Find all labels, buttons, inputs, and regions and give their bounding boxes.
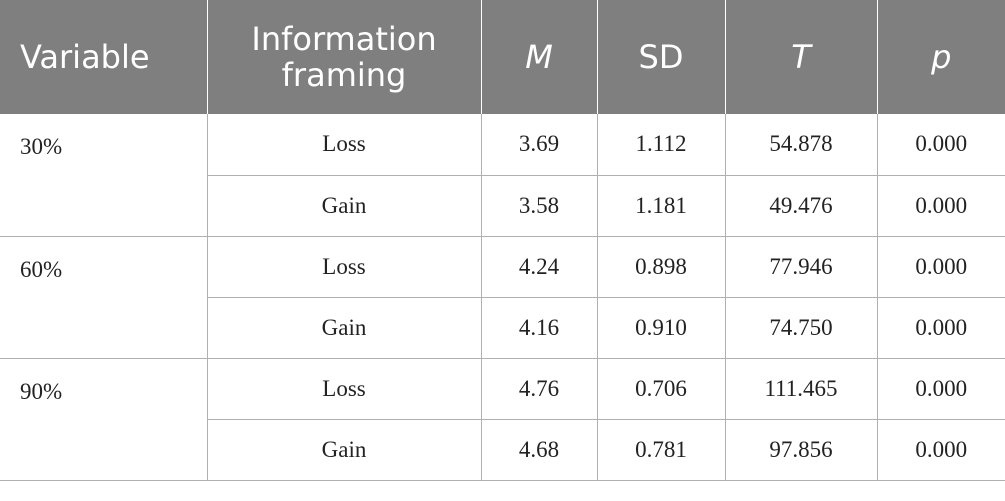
header-row: Variable Information framing M SD T p <box>0 0 1005 114</box>
mean-cell: 3.69 <box>480 114 597 176</box>
header-mean: M <box>480 0 597 114</box>
framing-cell: Loss <box>206 358 481 420</box>
header-sd: SD <box>596 0 725 114</box>
t-cell: 54.878 <box>724 114 877 176</box>
mean-cell: 4.76 <box>480 358 597 420</box>
sd-cell: 0.910 <box>596 297 725 359</box>
sd-cell: 0.706 <box>596 358 725 420</box>
table-header: Variable Information framing M SD T p <box>0 0 1005 114</box>
sd-cell: 0.781 <box>596 419 725 481</box>
table-row: Gain 3.58 1.181 49.476 0.000 <box>0 175 1005 237</box>
p-cell: 0.000 <box>876 236 1005 298</box>
variable-cell: 30% <box>0 114 207 237</box>
header-p: p <box>876 0 1005 114</box>
table-row: Gain 4.16 0.910 74.750 0.000 <box>0 297 1005 359</box>
framing-cell: Gain <box>206 297 481 359</box>
sd-cell: 1.112 <box>596 114 725 176</box>
t-cell: 49.476 <box>724 175 877 237</box>
header-information-framing: Information framing <box>206 0 481 114</box>
sd-cell: 1.181 <box>596 175 725 237</box>
t-cell: 97.856 <box>724 419 877 481</box>
framing-cell: Gain <box>206 175 481 237</box>
p-cell: 0.000 <box>876 175 1005 237</box>
p-cell: 0.000 <box>876 114 1005 176</box>
p-cell: 0.000 <box>876 358 1005 420</box>
table-row: 30% Loss 3.69 1.112 54.878 0.000 <box>0 114 1005 237</box>
t-cell: 111.465 <box>724 358 877 420</box>
variable-cell: 60% <box>0 236 207 359</box>
sd-cell: 0.898 <box>596 236 725 298</box>
t-cell: 74.750 <box>724 297 877 359</box>
t-cell: 77.946 <box>724 236 877 298</box>
table-row: Gain 4.68 0.781 97.856 0.000 <box>0 419 1005 481</box>
mean-cell: 3.58 <box>480 175 597 237</box>
framing-cell: Gain <box>206 419 481 481</box>
p-cell: 0.000 <box>876 419 1005 481</box>
mean-cell: 4.16 <box>480 297 597 359</box>
framing-cell: Loss <box>206 114 481 176</box>
header-t: T <box>724 0 877 114</box>
header-variable: Variable <box>0 0 207 114</box>
table-row: 90% Loss 4.76 0.706 111.465 0.000 <box>0 358 1005 481</box>
table-row: 60% Loss 4.24 0.898 77.946 0.000 <box>0 236 1005 359</box>
variable-cell: 90% <box>0 358 207 481</box>
mean-cell: 4.24 <box>480 236 597 298</box>
p-cell: 0.000 <box>876 297 1005 359</box>
table-body: 30% Loss 3.69 1.112 54.878 0.000 Gain 3.… <box>0 114 1005 481</box>
statistics-table: Variable Information framing M SD T p 30… <box>0 0 1005 481</box>
framing-cell: Loss <box>206 236 481 298</box>
mean-cell: 4.68 <box>480 419 597 481</box>
